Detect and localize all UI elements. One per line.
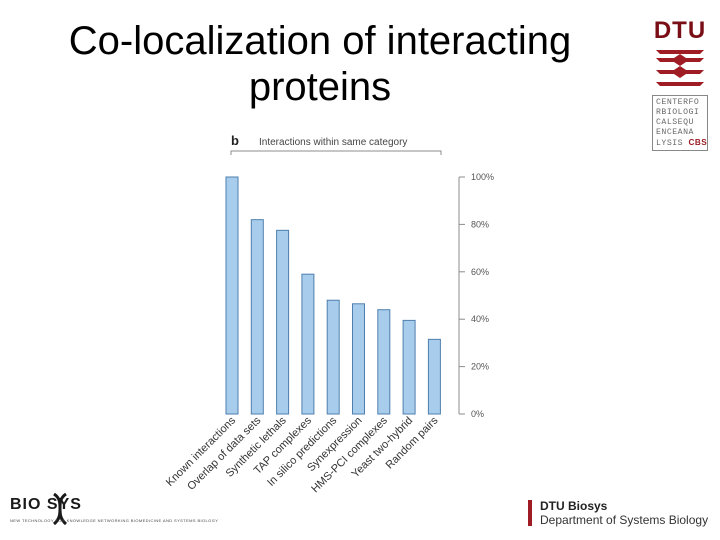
biosys-tagline: NEW TECHNOLOGY FOR KNOWLEDGE NETWORKING … — [10, 518, 219, 523]
cbs-logo-line: CALSEQU — [656, 118, 694, 127]
dtu-biosys-bar-icon — [528, 500, 532, 526]
chart-title: Interactions within same category — [259, 137, 407, 148]
dtu-biosys-department: Department of Systems Biology — [540, 513, 709, 527]
bar — [276, 229, 290, 415]
dtu-biosys-name: DTU Biosys — [540, 499, 608, 513]
y-tick-label: 100% — [471, 172, 494, 182]
slide-title: Co-localization of interacting proteins — [40, 18, 600, 110]
cbs-logo-line: RBIOLOGI — [656, 108, 700, 117]
bar — [326, 299, 340, 415]
cbs-accent: CBS — [688, 138, 708, 147]
dna-helix-icon — [52, 492, 68, 526]
slide-title-line2: proteins — [248, 65, 392, 109]
dtu-logo: DTU — [652, 18, 708, 93]
bar — [352, 303, 365, 415]
cbs-logo: CENTERFO RBIOLOGI CALSEQU ENCEANA LYSIS … — [652, 95, 708, 151]
cbs-logo-line: CENTERFO — [656, 98, 700, 107]
bar — [377, 309, 391, 415]
panel-label: b — [231, 133, 239, 148]
slide-title-line1: Co-localization of interacting — [68, 19, 572, 63]
y-tick-label: 80% — [471, 219, 489, 229]
dtu-logo-text: DTU — [653, 17, 707, 44]
bar — [225, 176, 239, 415]
cbs-logo-line-last: LYSIS CBS — [656, 138, 708, 148]
cbs-logo-line: ENCEANA — [656, 128, 694, 137]
y-tick-label: 60% — [471, 267, 489, 277]
dtu-logo-stripes-icon — [656, 50, 704, 86]
biosys-logo: BIO SYS NEW TECHNOLOGY FOR KNOWLEDGE NET… — [8, 492, 238, 528]
dtu-biosys-logo: DTU Biosys Department of Systems Biology — [524, 496, 714, 530]
bar — [427, 338, 441, 415]
bar — [402, 319, 416, 415]
title-bracket — [230, 150, 442, 155]
biosys-logo-word: BIO SYS — [10, 496, 82, 513]
bar — [301, 273, 315, 415]
y-tick-label: 0% — [471, 409, 484, 419]
y-tick-label: 20% — [471, 362, 489, 372]
bar — [250, 219, 264, 415]
y-tick-label: 40% — [471, 314, 489, 324]
